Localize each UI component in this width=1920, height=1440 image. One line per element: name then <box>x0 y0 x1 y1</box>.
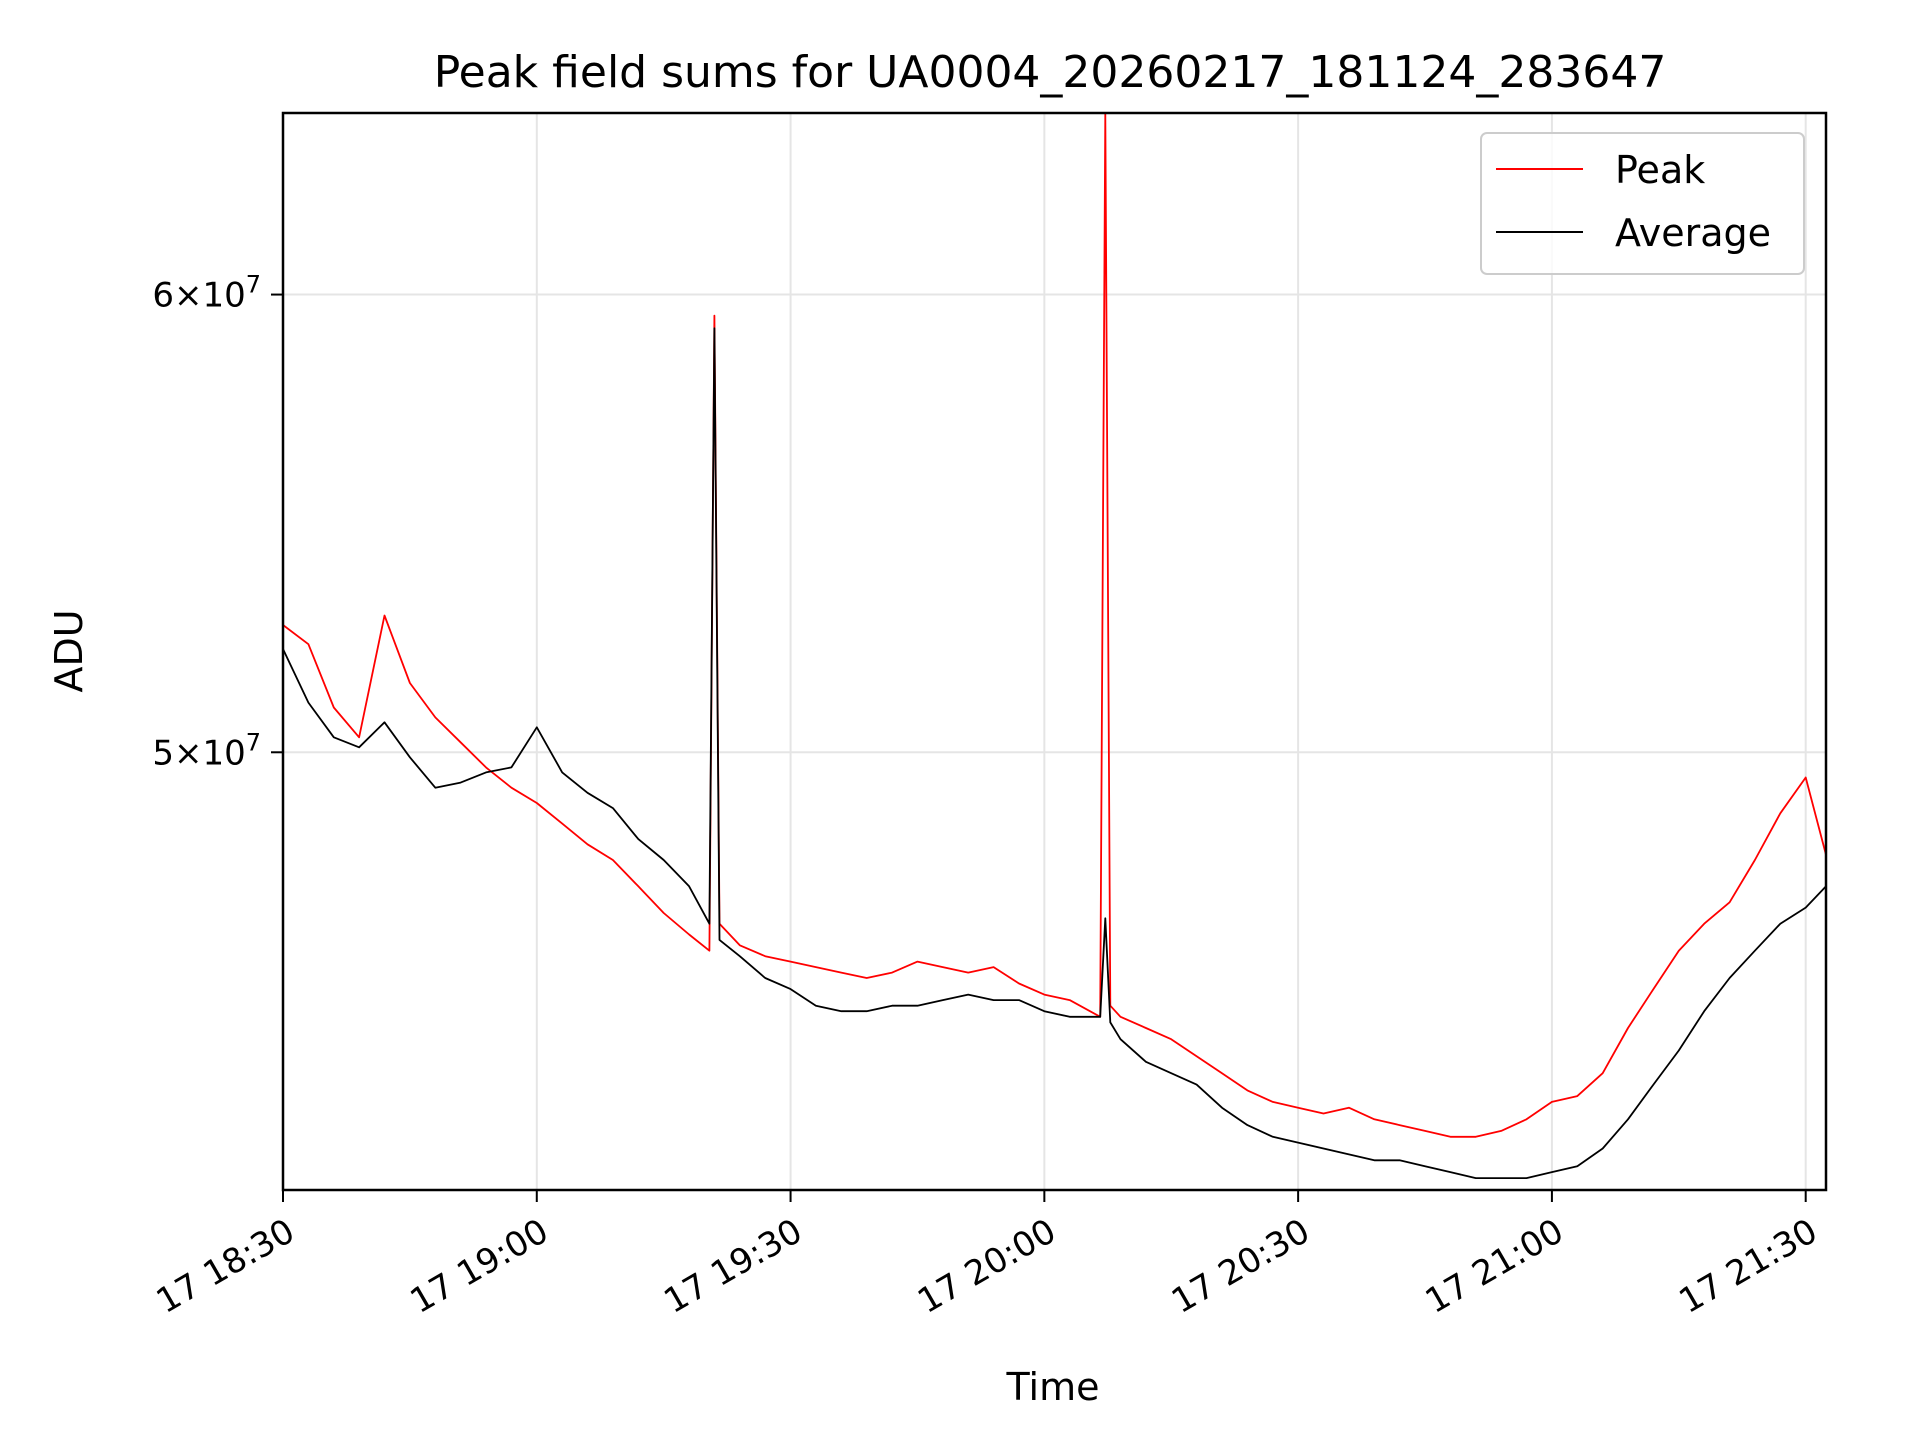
x-tick-label: 17 21:30 <box>1673 1211 1825 1322</box>
x-tick-label: 17 20:00 <box>911 1211 1063 1322</box>
x-tick-label: 17 18:30 <box>150 1211 302 1322</box>
y-tick-label: 6×107 <box>152 271 261 316</box>
plot-frame <box>281 111 1828 1192</box>
x-axis-label: Time <box>1006 1365 1100 1409</box>
legend-label-peak: Peak <box>1615 148 1705 192</box>
x-tick-label: 17 21:00 <box>1419 1211 1571 1322</box>
y-tick-times-ten: ×10 <box>174 733 246 773</box>
y-tick-mantissa: 6 <box>152 276 174 316</box>
legend: Peak Average <box>1480 132 1805 275</box>
tick-layer: 17 18:30 17 19:00 17 19:30 17 20:00 17 20:30… <box>150 271 1824 1322</box>
x-tick-label: 17 20:30 <box>1165 1211 1317 1322</box>
y-tick-label: 5×107 <box>152 728 261 773</box>
plot-layer <box>283 113 1826 1179</box>
y-tick-exponent: 7 <box>246 728 261 756</box>
series-line-average <box>283 327 1826 1179</box>
y-tick-mantissa: 5 <box>152 733 174 773</box>
x-tick-label: 17 19:00 <box>404 1211 556 1322</box>
y-tick-times-ten: ×10 <box>174 276 246 316</box>
legend-label-average: Average <box>1615 211 1771 255</box>
y-axis-label: ADU <box>47 609 91 692</box>
y-tick-exponent: 7 <box>246 271 261 299</box>
chart-title: Peak field sums for UA0004_20260217_1811… <box>434 47 1667 98</box>
grid-layer <box>282 113 1826 1190</box>
series-line-peak <box>283 113 1826 1138</box>
x-tick-label: 17 19:30 <box>657 1211 809 1322</box>
